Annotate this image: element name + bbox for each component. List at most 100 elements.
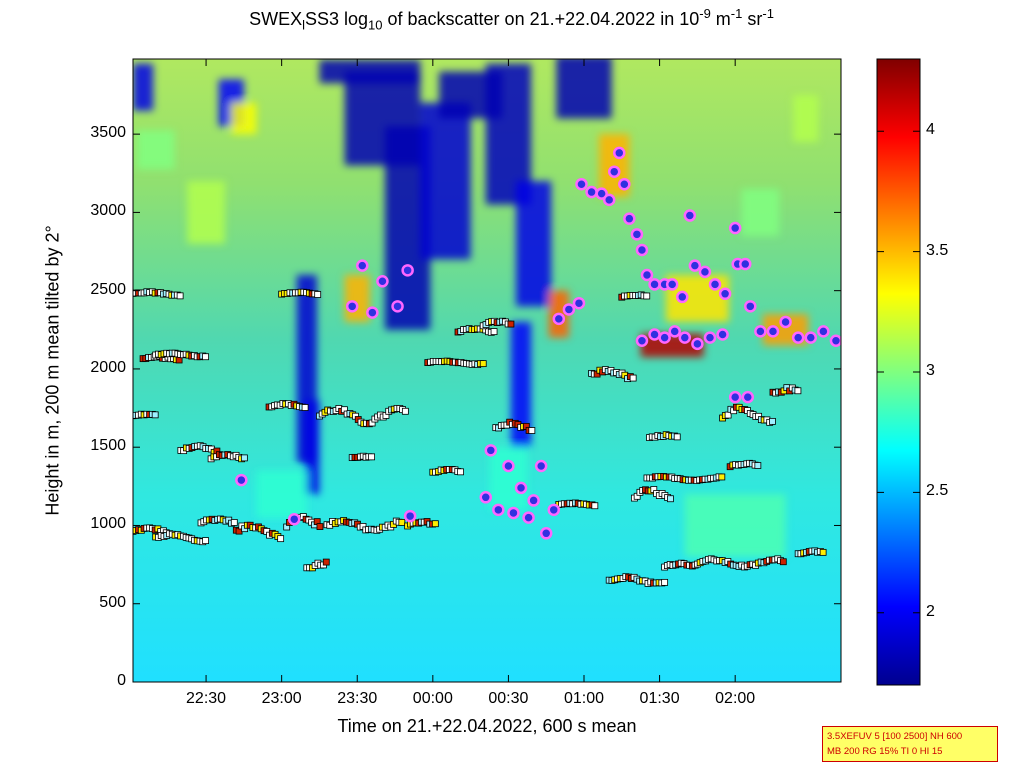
cloud-base-marker bbox=[635, 334, 649, 348]
cloud-base-marker bbox=[492, 503, 505, 517]
y-tick-label: 1500 bbox=[90, 437, 126, 455]
cloud-base-marker bbox=[552, 312, 566, 326]
field-patch bbox=[344, 71, 421, 166]
cloud-base-marker bbox=[585, 185, 598, 199]
info-line-2: MB 200 RG 15% TI 0 HI 15 bbox=[827, 746, 943, 757]
x-axis-ticks bbox=[205, 59, 736, 682]
layer-marker bbox=[819, 548, 827, 556]
cloud-base-marker bbox=[562, 303, 576, 316]
layer-marker bbox=[401, 407, 409, 415]
cloud-base-marker bbox=[376, 275, 389, 288]
layer-marker bbox=[528, 427, 536, 434]
x-tick-label: 23:00 bbox=[261, 690, 302, 707]
cloud-base-marker bbox=[741, 390, 755, 404]
field-patch bbox=[515, 181, 552, 307]
cloud-base-marker bbox=[779, 315, 792, 329]
layer-marker bbox=[591, 502, 599, 510]
x-axis-label: Time on 21.+22.04.2022, 600 s mean bbox=[337, 716, 637, 736]
layer-marker bbox=[673, 433, 681, 441]
cloud-base-marker bbox=[698, 265, 712, 279]
cloud-base-marker bbox=[613, 146, 626, 160]
x-tick-label: 02:00 bbox=[715, 690, 756, 707]
cloud-base-marker bbox=[547, 503, 561, 517]
layer-marker bbox=[667, 495, 674, 503]
cloud-base-marker bbox=[575, 177, 588, 191]
colorbar-tick-label: 3.5 bbox=[926, 241, 949, 259]
cloud-base-marker bbox=[534, 459, 548, 473]
colorbar-ticks bbox=[877, 130, 920, 614]
cloud-base-marker bbox=[658, 331, 671, 344]
cloud-base-marker bbox=[484, 444, 498, 457]
x-tick-label: 01:00 bbox=[563, 690, 605, 707]
field-patch bbox=[256, 470, 307, 518]
cloud-base-marker bbox=[817, 325, 830, 338]
layer-marker bbox=[230, 519, 238, 526]
cloud-base-marker bbox=[703, 331, 717, 344]
field-patch bbox=[684, 494, 786, 557]
y-tick-label: 2500 bbox=[90, 280, 126, 298]
cloud-base-marker bbox=[630, 228, 644, 241]
cloud-base-marker bbox=[676, 290, 689, 304]
info-line-1: 3.5XEFUV 5 [100 2500] NH 600 bbox=[827, 731, 963, 742]
x-tick-label: 01:30 bbox=[639, 690, 680, 707]
y-tick-label: 1000 bbox=[90, 515, 126, 533]
field-patch bbox=[344, 275, 370, 322]
x-tick-label: 23:30 bbox=[337, 690, 378, 707]
layer-marker bbox=[779, 558, 787, 566]
cloud-base-marker bbox=[766, 325, 780, 338]
cloud-base-marker bbox=[829, 334, 841, 348]
cloud-base-marker bbox=[607, 165, 621, 178]
x-tick-label: 00:00 bbox=[412, 690, 453, 707]
cloud-base-marker bbox=[522, 511, 535, 524]
cloud-base-marker bbox=[635, 243, 649, 257]
layer-marker bbox=[643, 292, 651, 300]
cloud-base-marker bbox=[539, 527, 553, 540]
layer-marker bbox=[490, 328, 498, 336]
layer-marker bbox=[718, 473, 726, 481]
layer-marker bbox=[322, 558, 330, 566]
layer-marker bbox=[316, 523, 324, 530]
y-axis-ticks bbox=[133, 133, 841, 683]
cloud-base-marker bbox=[345, 300, 359, 313]
field-patch bbox=[741, 188, 780, 236]
cloud-base-marker bbox=[648, 328, 661, 341]
field-patch bbox=[133, 63, 154, 111]
layer-marker bbox=[507, 320, 515, 328]
layer-marker bbox=[457, 468, 464, 476]
field-patch bbox=[304, 400, 320, 495]
settings-info-box: 3.5XEFUV 5 [100 2500] NH 600 MB 200 RG 1… bbox=[822, 726, 998, 762]
cloud-base-marker bbox=[754, 325, 767, 338]
layer-marker bbox=[661, 578, 669, 586]
field-patch bbox=[187, 181, 225, 244]
layer-marker bbox=[301, 404, 309, 411]
y-tick-label: 3500 bbox=[90, 124, 126, 142]
field-patch bbox=[231, 102, 257, 135]
x-tick-label: 22:30 bbox=[186, 690, 227, 707]
cloud-base-marker bbox=[708, 278, 722, 291]
plot-frame bbox=[132, 58, 842, 683]
cloud-base-marker bbox=[683, 209, 697, 222]
y-tick-label: 0 bbox=[117, 672, 126, 689]
cloud-base-marker bbox=[739, 257, 752, 271]
cloud-base-marker bbox=[602, 193, 616, 207]
layer-marker bbox=[202, 537, 209, 545]
layer-marker bbox=[629, 374, 637, 382]
cloud-base-marker bbox=[514, 481, 528, 495]
colorbar-tick-label: 2 bbox=[926, 602, 935, 620]
chart-title: SWEXlSS3 log10 of backscatter on 21.+22.… bbox=[249, 6, 774, 33]
cloud-base-marker bbox=[507, 506, 520, 520]
y-tick-label: 2000 bbox=[90, 358, 126, 376]
layer-marker bbox=[176, 292, 184, 300]
y-axis-label: Height in m, 200 m mean tilted by 2° bbox=[42, 225, 63, 516]
x-tick-label: 00:30 bbox=[488, 690, 529, 707]
layer-marker bbox=[202, 353, 209, 361]
layer-marker bbox=[479, 360, 487, 368]
layer-marker bbox=[277, 535, 285, 543]
cloud-base-marker bbox=[728, 221, 742, 235]
cloud-base-marker bbox=[595, 187, 608, 200]
layer-marker bbox=[240, 454, 248, 462]
cloud-base-marker bbox=[678, 331, 692, 344]
layer-marker bbox=[769, 417, 776, 425]
cloud-base-marker bbox=[527, 494, 540, 507]
